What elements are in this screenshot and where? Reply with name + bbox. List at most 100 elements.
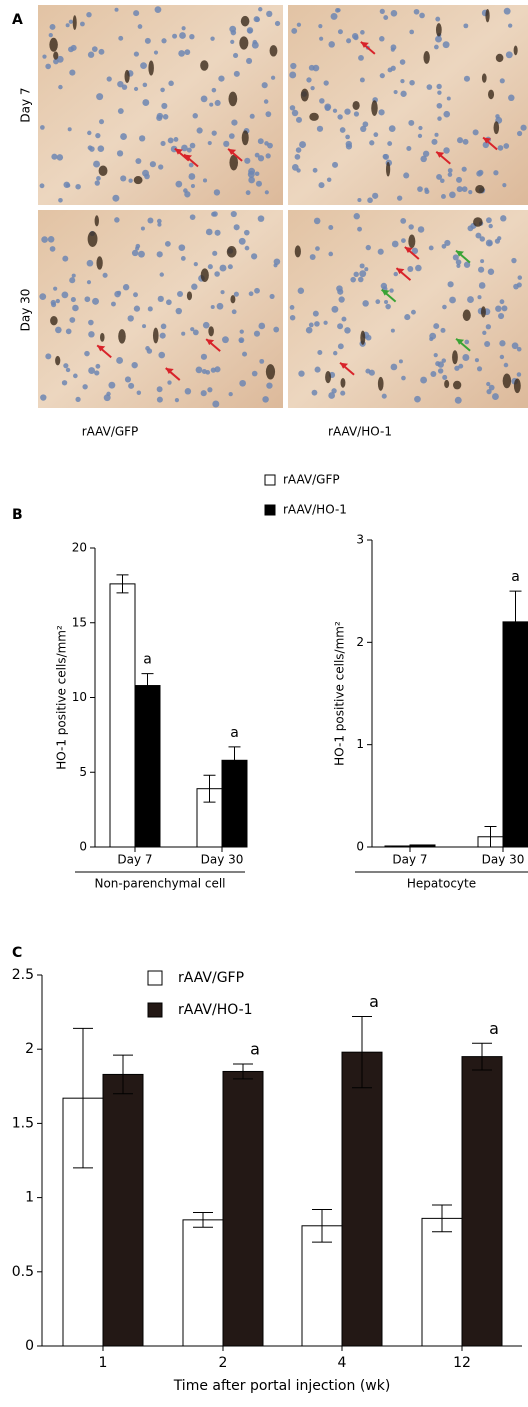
nucleus (493, 170, 499, 176)
nucleus (69, 69, 76, 76)
nucleus (251, 370, 258, 377)
stained-cell (72, 15, 77, 30)
nucleus (214, 271, 220, 277)
x-tick-label: Day 7 (117, 853, 152, 867)
row-label: Day 30 (19, 289, 33, 332)
significance-label: a (369, 992, 379, 1011)
micrograph (288, 210, 528, 408)
nucleus (400, 90, 407, 97)
nucleus (55, 326, 62, 334)
nucleus (117, 80, 124, 88)
nucleus (184, 191, 191, 198)
nucleus (494, 238, 501, 244)
nucleus (474, 358, 479, 363)
nucleus (379, 73, 385, 79)
nucleus (399, 59, 406, 65)
nucleus (324, 105, 331, 111)
stained-cell (444, 379, 450, 389)
stained-cell (352, 100, 360, 110)
stained-cell (309, 112, 319, 121)
y-tick-label: 15 (72, 615, 87, 629)
nucleus (191, 283, 198, 290)
nucleus (318, 182, 325, 189)
nucleus (65, 328, 72, 335)
nucleus (136, 390, 142, 396)
nucleus (133, 86, 139, 92)
nucleus (233, 52, 239, 59)
nucleus (401, 238, 406, 243)
nucleus (230, 210, 237, 218)
nucleus (45, 63, 51, 70)
stained-cell (118, 329, 126, 344)
nucleus (116, 357, 124, 364)
stained-cell (124, 69, 130, 83)
nucleus (310, 85, 315, 91)
nucleus (492, 393, 499, 400)
nucleus (127, 315, 134, 322)
nucleus (426, 84, 433, 90)
nucleus (475, 232, 482, 239)
nucleus (116, 290, 122, 296)
nucleus (319, 98, 325, 104)
nucleus (436, 102, 443, 109)
column-label: rAAV/HO-1 (328, 425, 392, 439)
nucleus (247, 28, 253, 34)
bar (221, 759, 248, 848)
nucleus (47, 236, 55, 243)
significance-label: a (511, 569, 520, 585)
nucleus (359, 263, 365, 269)
nucleus (331, 305, 339, 313)
nucleus (154, 6, 162, 13)
nucleus (259, 358, 265, 364)
nucleus (365, 334, 372, 341)
nucleus (305, 326, 313, 334)
stained-cell (228, 91, 238, 107)
nucleus (495, 305, 502, 312)
nucleus (311, 389, 318, 396)
nucleus (257, 215, 265, 222)
x-tick-label: Day 30 (482, 853, 525, 867)
nucleus (239, 338, 244, 343)
nucleus (344, 108, 351, 115)
nucleus (242, 351, 248, 357)
nucleus (175, 307, 182, 315)
nucleus (149, 161, 156, 168)
nucleus (42, 54, 47, 59)
stained-cell (385, 161, 391, 177)
nucleus (379, 8, 385, 14)
nucleus (96, 176, 101, 181)
nucleus (202, 321, 210, 329)
stained-cell (423, 50, 430, 64)
y-tick-label: 20 (72, 541, 87, 555)
nucleus (391, 240, 399, 248)
nucleus (270, 75, 276, 80)
nucleus (411, 247, 419, 255)
nucleus (434, 44, 439, 50)
nucleus (408, 224, 414, 230)
stained-cell (230, 295, 236, 304)
nucleus (290, 62, 297, 70)
nucleus (159, 272, 164, 277)
nucleus (455, 259, 462, 265)
nucleus (295, 116, 303, 123)
nucleus (48, 32, 53, 38)
nucleus (254, 287, 260, 294)
nucleus (462, 354, 470, 361)
nucleus (417, 226, 425, 233)
nucleus (478, 266, 485, 273)
nucleus (447, 168, 453, 173)
nucleus (166, 299, 172, 306)
stained-cell (340, 377, 346, 388)
nucleus (67, 127, 72, 132)
nucleus (175, 180, 183, 188)
nucleus (384, 299, 389, 304)
nucleus (214, 99, 221, 106)
nucleus (71, 273, 76, 278)
nucleus (482, 141, 490, 149)
nucleus (315, 246, 320, 251)
nucleus (424, 187, 429, 192)
nucleus (341, 316, 347, 322)
nucleus (404, 314, 411, 321)
nucleus (190, 327, 195, 332)
nucleus (211, 211, 217, 217)
